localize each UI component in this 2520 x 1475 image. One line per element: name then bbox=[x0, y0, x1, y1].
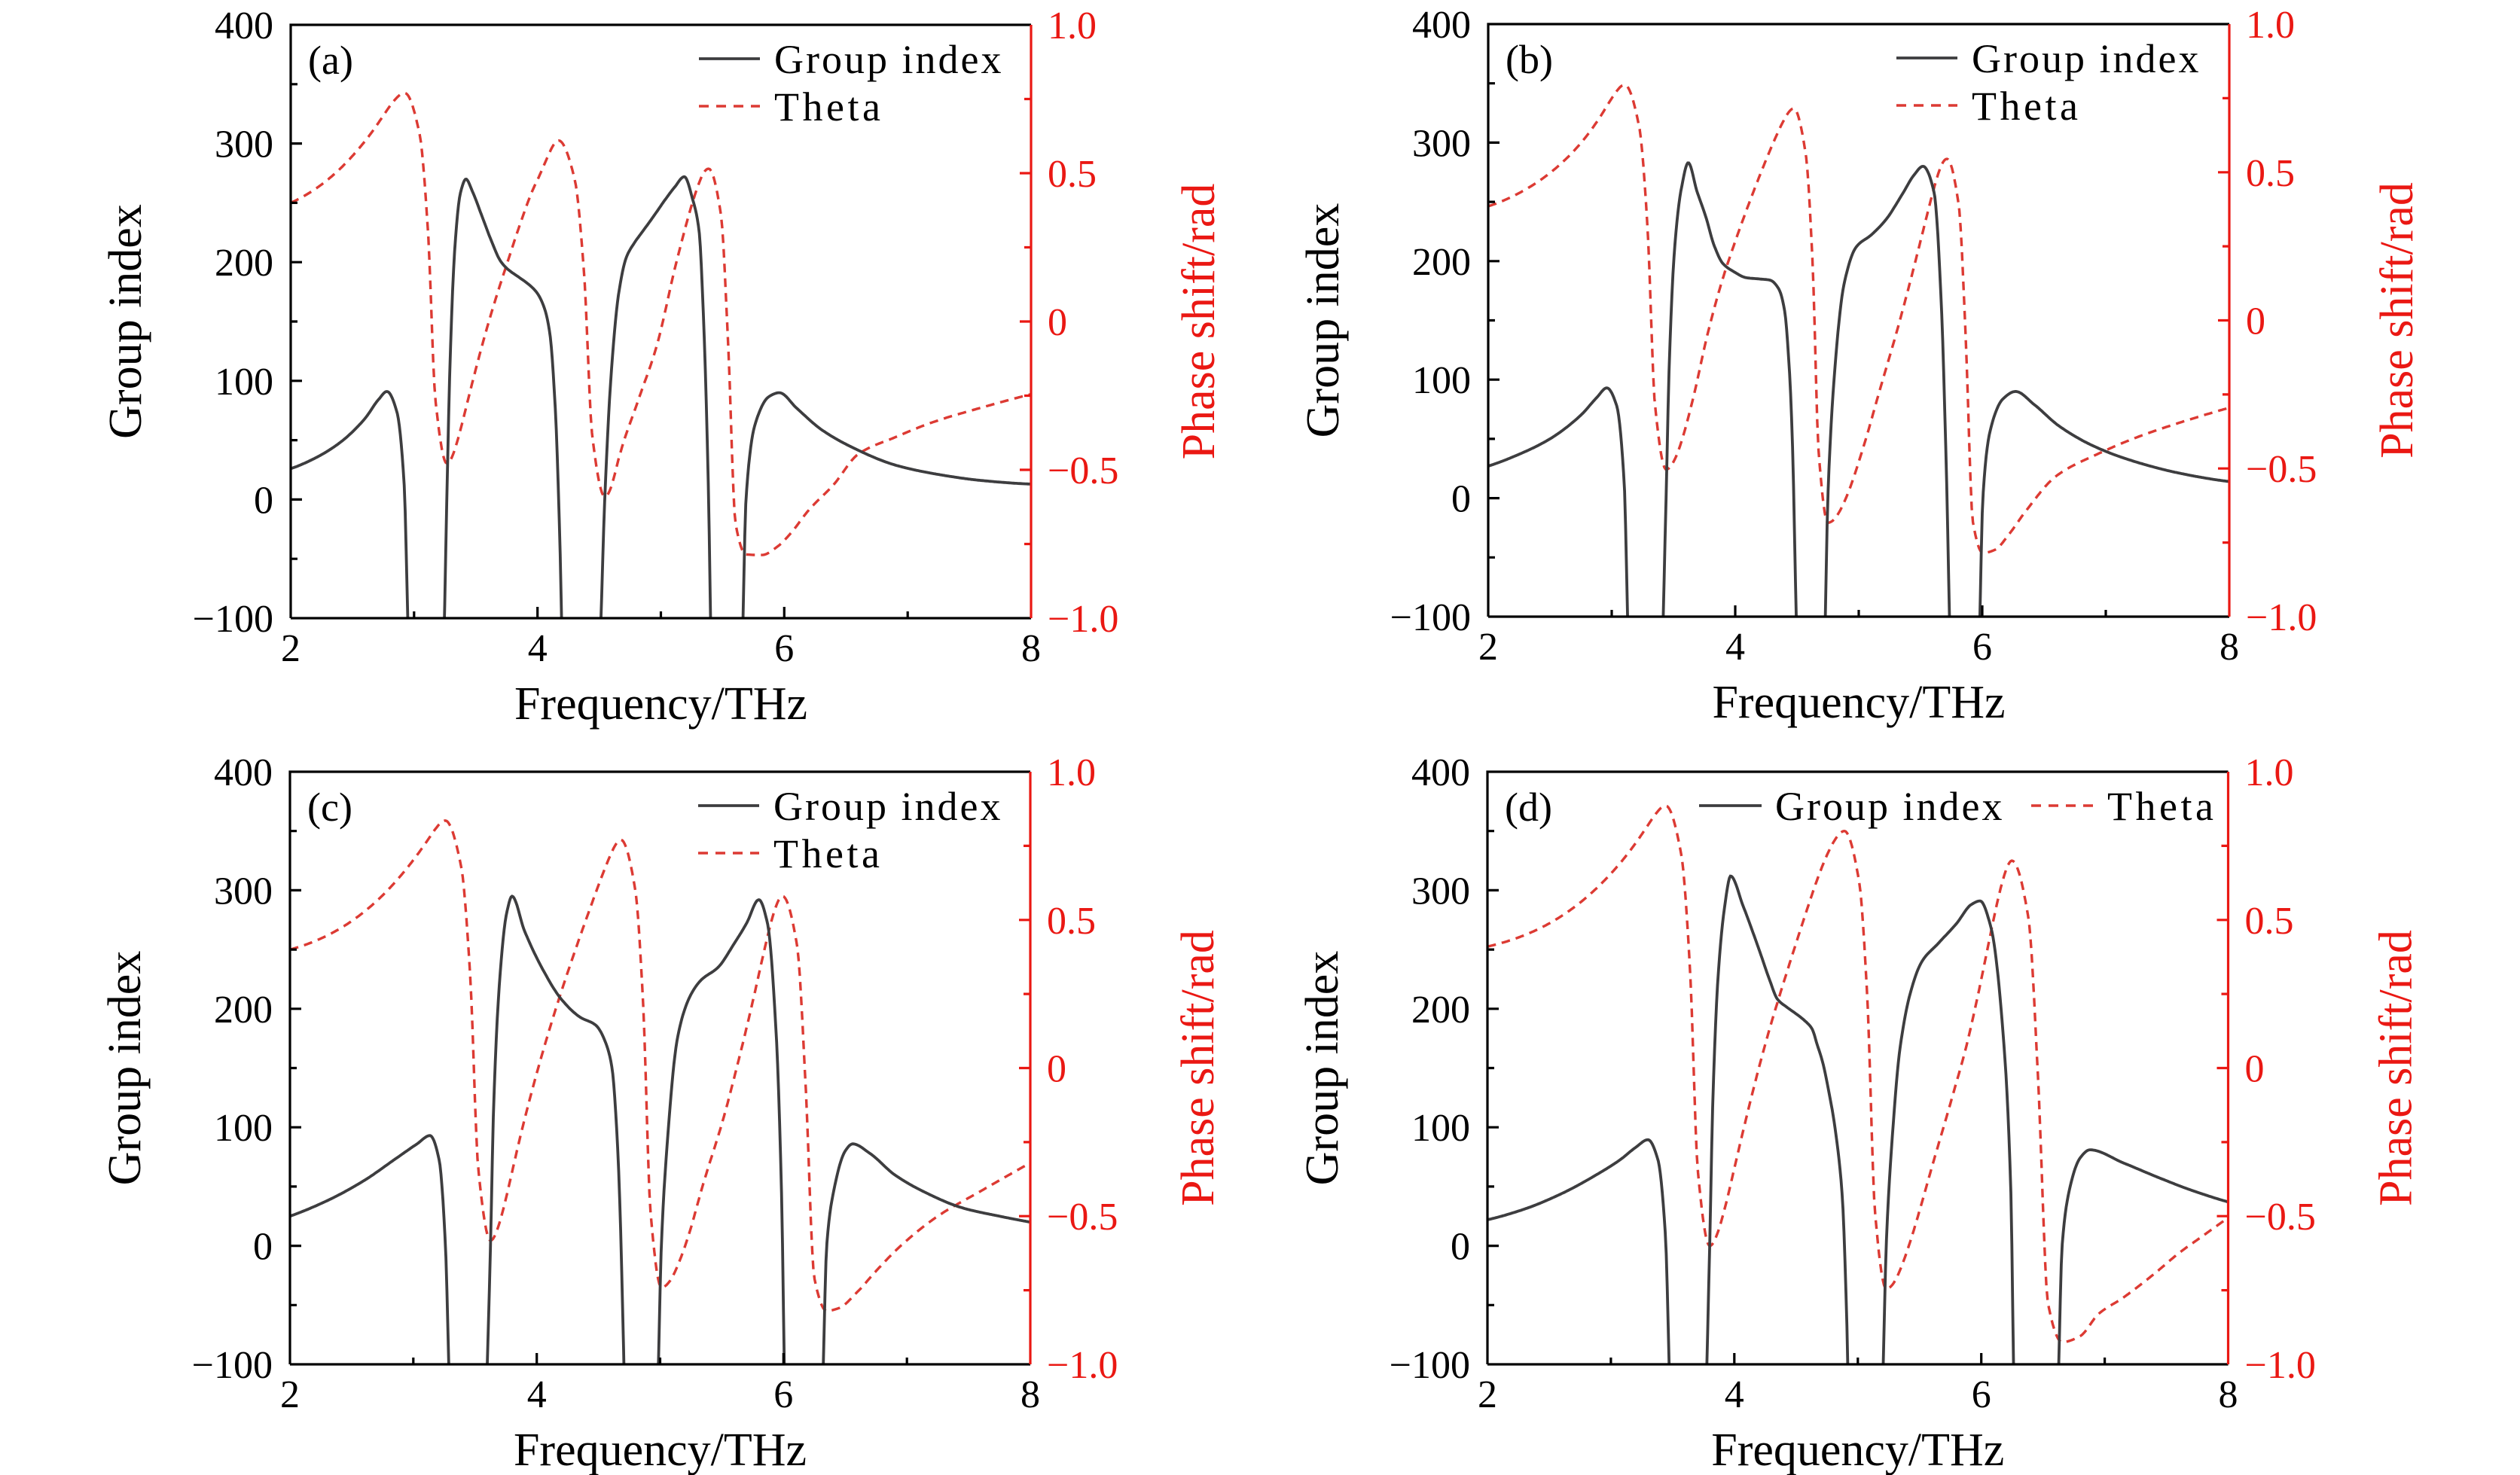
svg-text:Theta: Theta bbox=[774, 84, 883, 130]
svg-text:0: 0 bbox=[2246, 300, 2265, 343]
svg-text:2: 2 bbox=[281, 627, 301, 670]
svg-text:Phase shift/rad: Phase shift/rad bbox=[1173, 930, 1224, 1206]
svg-text:−100: −100 bbox=[193, 598, 273, 641]
svg-text:4: 4 bbox=[1725, 1373, 1744, 1416]
svg-text:Group index: Group index bbox=[773, 784, 1002, 829]
svg-text:100: 100 bbox=[1411, 1107, 1470, 1150]
svg-text:−0.5: −0.5 bbox=[2245, 1196, 2316, 1239]
svg-text:Theta: Theta bbox=[1972, 84, 2081, 129]
svg-text:300: 300 bbox=[215, 123, 273, 166]
svg-text:2: 2 bbox=[1478, 626, 1498, 669]
svg-text:Phase shift/rad: Phase shift/rad bbox=[2371, 930, 2422, 1206]
svg-text:0: 0 bbox=[1047, 1048, 1066, 1091]
svg-text:−100: −100 bbox=[1390, 1344, 1470, 1387]
svg-text:400: 400 bbox=[1412, 4, 1471, 47]
svg-text:0: 0 bbox=[1451, 1226, 1470, 1269]
svg-text:0.5: 0.5 bbox=[1048, 153, 1097, 196]
svg-text:Frequency/THz: Frequency/THz bbox=[514, 1425, 807, 1475]
svg-text:4: 4 bbox=[528, 627, 548, 670]
svg-text:−1.0: −1.0 bbox=[1048, 598, 1118, 641]
svg-text:−0.5: −0.5 bbox=[2246, 448, 2317, 491]
svg-text:(a): (a) bbox=[308, 38, 353, 83]
svg-text:−1.0: −1.0 bbox=[2246, 596, 2317, 639]
svg-text:−1.0: −1.0 bbox=[1047, 1344, 1118, 1387]
svg-text:8: 8 bbox=[2219, 1373, 2238, 1416]
svg-text:−1.0: −1.0 bbox=[2245, 1344, 2316, 1387]
svg-text:8: 8 bbox=[1021, 1373, 1040, 1416]
svg-text:0: 0 bbox=[2245, 1048, 2265, 1091]
svg-text:Theta: Theta bbox=[2107, 784, 2216, 829]
svg-text:Group index: Group index bbox=[99, 951, 151, 1186]
svg-text:Group index: Group index bbox=[1775, 784, 2004, 829]
svg-text:0.5: 0.5 bbox=[1047, 900, 1096, 943]
svg-text:6: 6 bbox=[1972, 1373, 1991, 1416]
svg-text:400: 400 bbox=[215, 5, 273, 47]
svg-text:(b): (b) bbox=[1506, 37, 1553, 82]
svg-text:1.0: 1.0 bbox=[2246, 4, 2295, 47]
svg-text:6: 6 bbox=[774, 627, 794, 670]
svg-text:Group index: Group index bbox=[774, 37, 1003, 82]
svg-text:0: 0 bbox=[253, 1226, 273, 1269]
svg-text:−0.5: −0.5 bbox=[1047, 1196, 1118, 1239]
svg-text:Theta: Theta bbox=[773, 831, 883, 876]
svg-text:200: 200 bbox=[1411, 989, 1470, 1032]
svg-text:Phase shift/rad: Phase shift/rad bbox=[1173, 184, 1225, 460]
svg-text:(d): (d) bbox=[1505, 785, 1552, 830]
svg-text:(c): (c) bbox=[307, 785, 352, 830]
svg-text:100: 100 bbox=[1412, 359, 1471, 402]
svg-text:0.5: 0.5 bbox=[2245, 900, 2294, 943]
svg-text:400: 400 bbox=[1411, 751, 1470, 794]
svg-text:8: 8 bbox=[2219, 626, 2239, 669]
svg-text:Group index: Group index bbox=[100, 204, 151, 439]
svg-text:0: 0 bbox=[1048, 301, 1067, 344]
svg-text:4: 4 bbox=[527, 1373, 547, 1416]
svg-text:Frequency/THz: Frequency/THz bbox=[514, 678, 807, 730]
svg-text:200: 200 bbox=[214, 989, 273, 1032]
svg-text:Frequency/THz: Frequency/THz bbox=[1712, 677, 2005, 728]
svg-text:1.0: 1.0 bbox=[1048, 5, 1097, 47]
svg-text:2: 2 bbox=[280, 1373, 300, 1416]
svg-text:1.0: 1.0 bbox=[2245, 751, 2294, 794]
svg-text:−100: −100 bbox=[192, 1344, 273, 1387]
svg-text:300: 300 bbox=[1412, 122, 1471, 165]
svg-text:1.0: 1.0 bbox=[1047, 751, 1096, 794]
svg-text:Phase shift/rad: Phase shift/rad bbox=[2372, 182, 2423, 459]
svg-text:8: 8 bbox=[1021, 627, 1041, 670]
svg-text:6: 6 bbox=[773, 1373, 793, 1416]
svg-text:100: 100 bbox=[214, 1107, 273, 1150]
svg-text:300: 300 bbox=[214, 870, 273, 913]
svg-text:−100: −100 bbox=[1390, 596, 1471, 639]
svg-text:200: 200 bbox=[215, 242, 273, 285]
svg-text:Group index: Group index bbox=[1297, 951, 1348, 1186]
svg-text:6: 6 bbox=[1972, 626, 1992, 669]
svg-text:2: 2 bbox=[1478, 1373, 1497, 1416]
svg-text:0.5: 0.5 bbox=[2246, 152, 2295, 195]
svg-text:200: 200 bbox=[1412, 241, 1471, 284]
svg-text:Group index: Group index bbox=[1972, 36, 2201, 81]
svg-text:Frequency/THz: Frequency/THz bbox=[1711, 1425, 2004, 1475]
svg-text:300: 300 bbox=[1411, 870, 1470, 913]
svg-text:0: 0 bbox=[1451, 478, 1471, 521]
svg-text:100: 100 bbox=[215, 361, 273, 404]
svg-text:Group index: Group index bbox=[1298, 203, 1349, 438]
svg-text:4: 4 bbox=[1725, 626, 1745, 669]
svg-text:400: 400 bbox=[214, 751, 273, 794]
svg-text:−0.5: −0.5 bbox=[1048, 450, 1118, 492]
svg-text:0: 0 bbox=[254, 479, 273, 522]
